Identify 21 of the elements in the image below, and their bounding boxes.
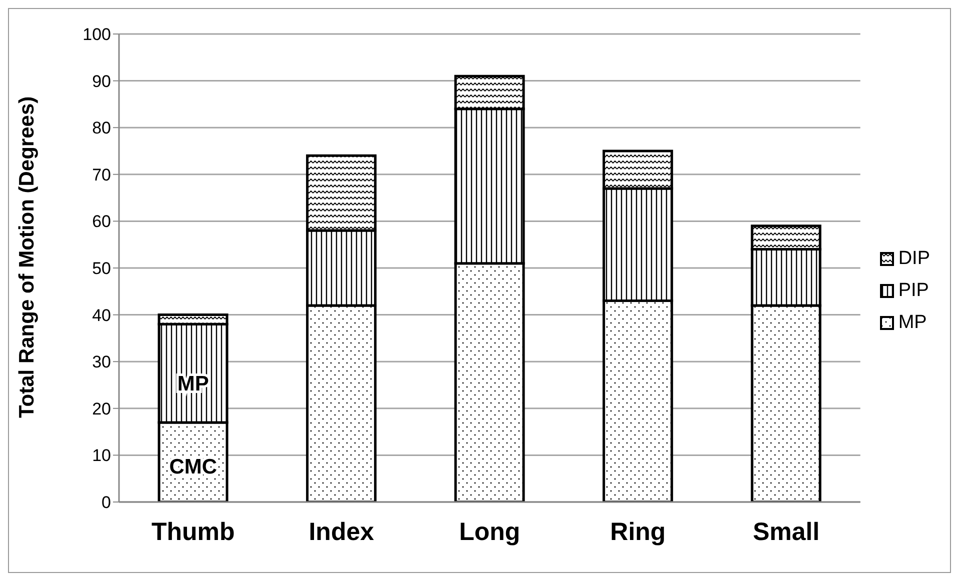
- legend-label: PIP: [898, 280, 929, 302]
- x-tick-label: Thumb: [151, 518, 235, 546]
- y-tick-label: 70: [92, 165, 111, 184]
- y-tick-label: 20: [92, 399, 111, 418]
- y-tick-label: 50: [92, 259, 111, 278]
- y-axis-title: Total Range of Motion (Degrees): [15, 96, 38, 418]
- y-tick-label: 30: [92, 352, 111, 372]
- y-tick-label: 90: [92, 72, 111, 91]
- x-tick-label: Ring: [610, 518, 666, 546]
- x-tick-label: Long: [459, 518, 520, 546]
- y-tick-label: 40: [92, 306, 111, 325]
- y-tick-label: 100: [82, 25, 111, 44]
- y-tick-label: 10: [92, 446, 111, 466]
- x-tick-label: Small: [752, 518, 820, 546]
- legend-label: MP: [898, 312, 927, 334]
- y-tick-label: 0: [102, 493, 111, 512]
- legend-label: DIP: [898, 248, 930, 270]
- annotation: CMC: [169, 456, 218, 479]
- y-tick-label: 80: [92, 118, 111, 138]
- x-tick-label: Index: [308, 518, 374, 546]
- y-tick-label: 60: [92, 212, 111, 232]
